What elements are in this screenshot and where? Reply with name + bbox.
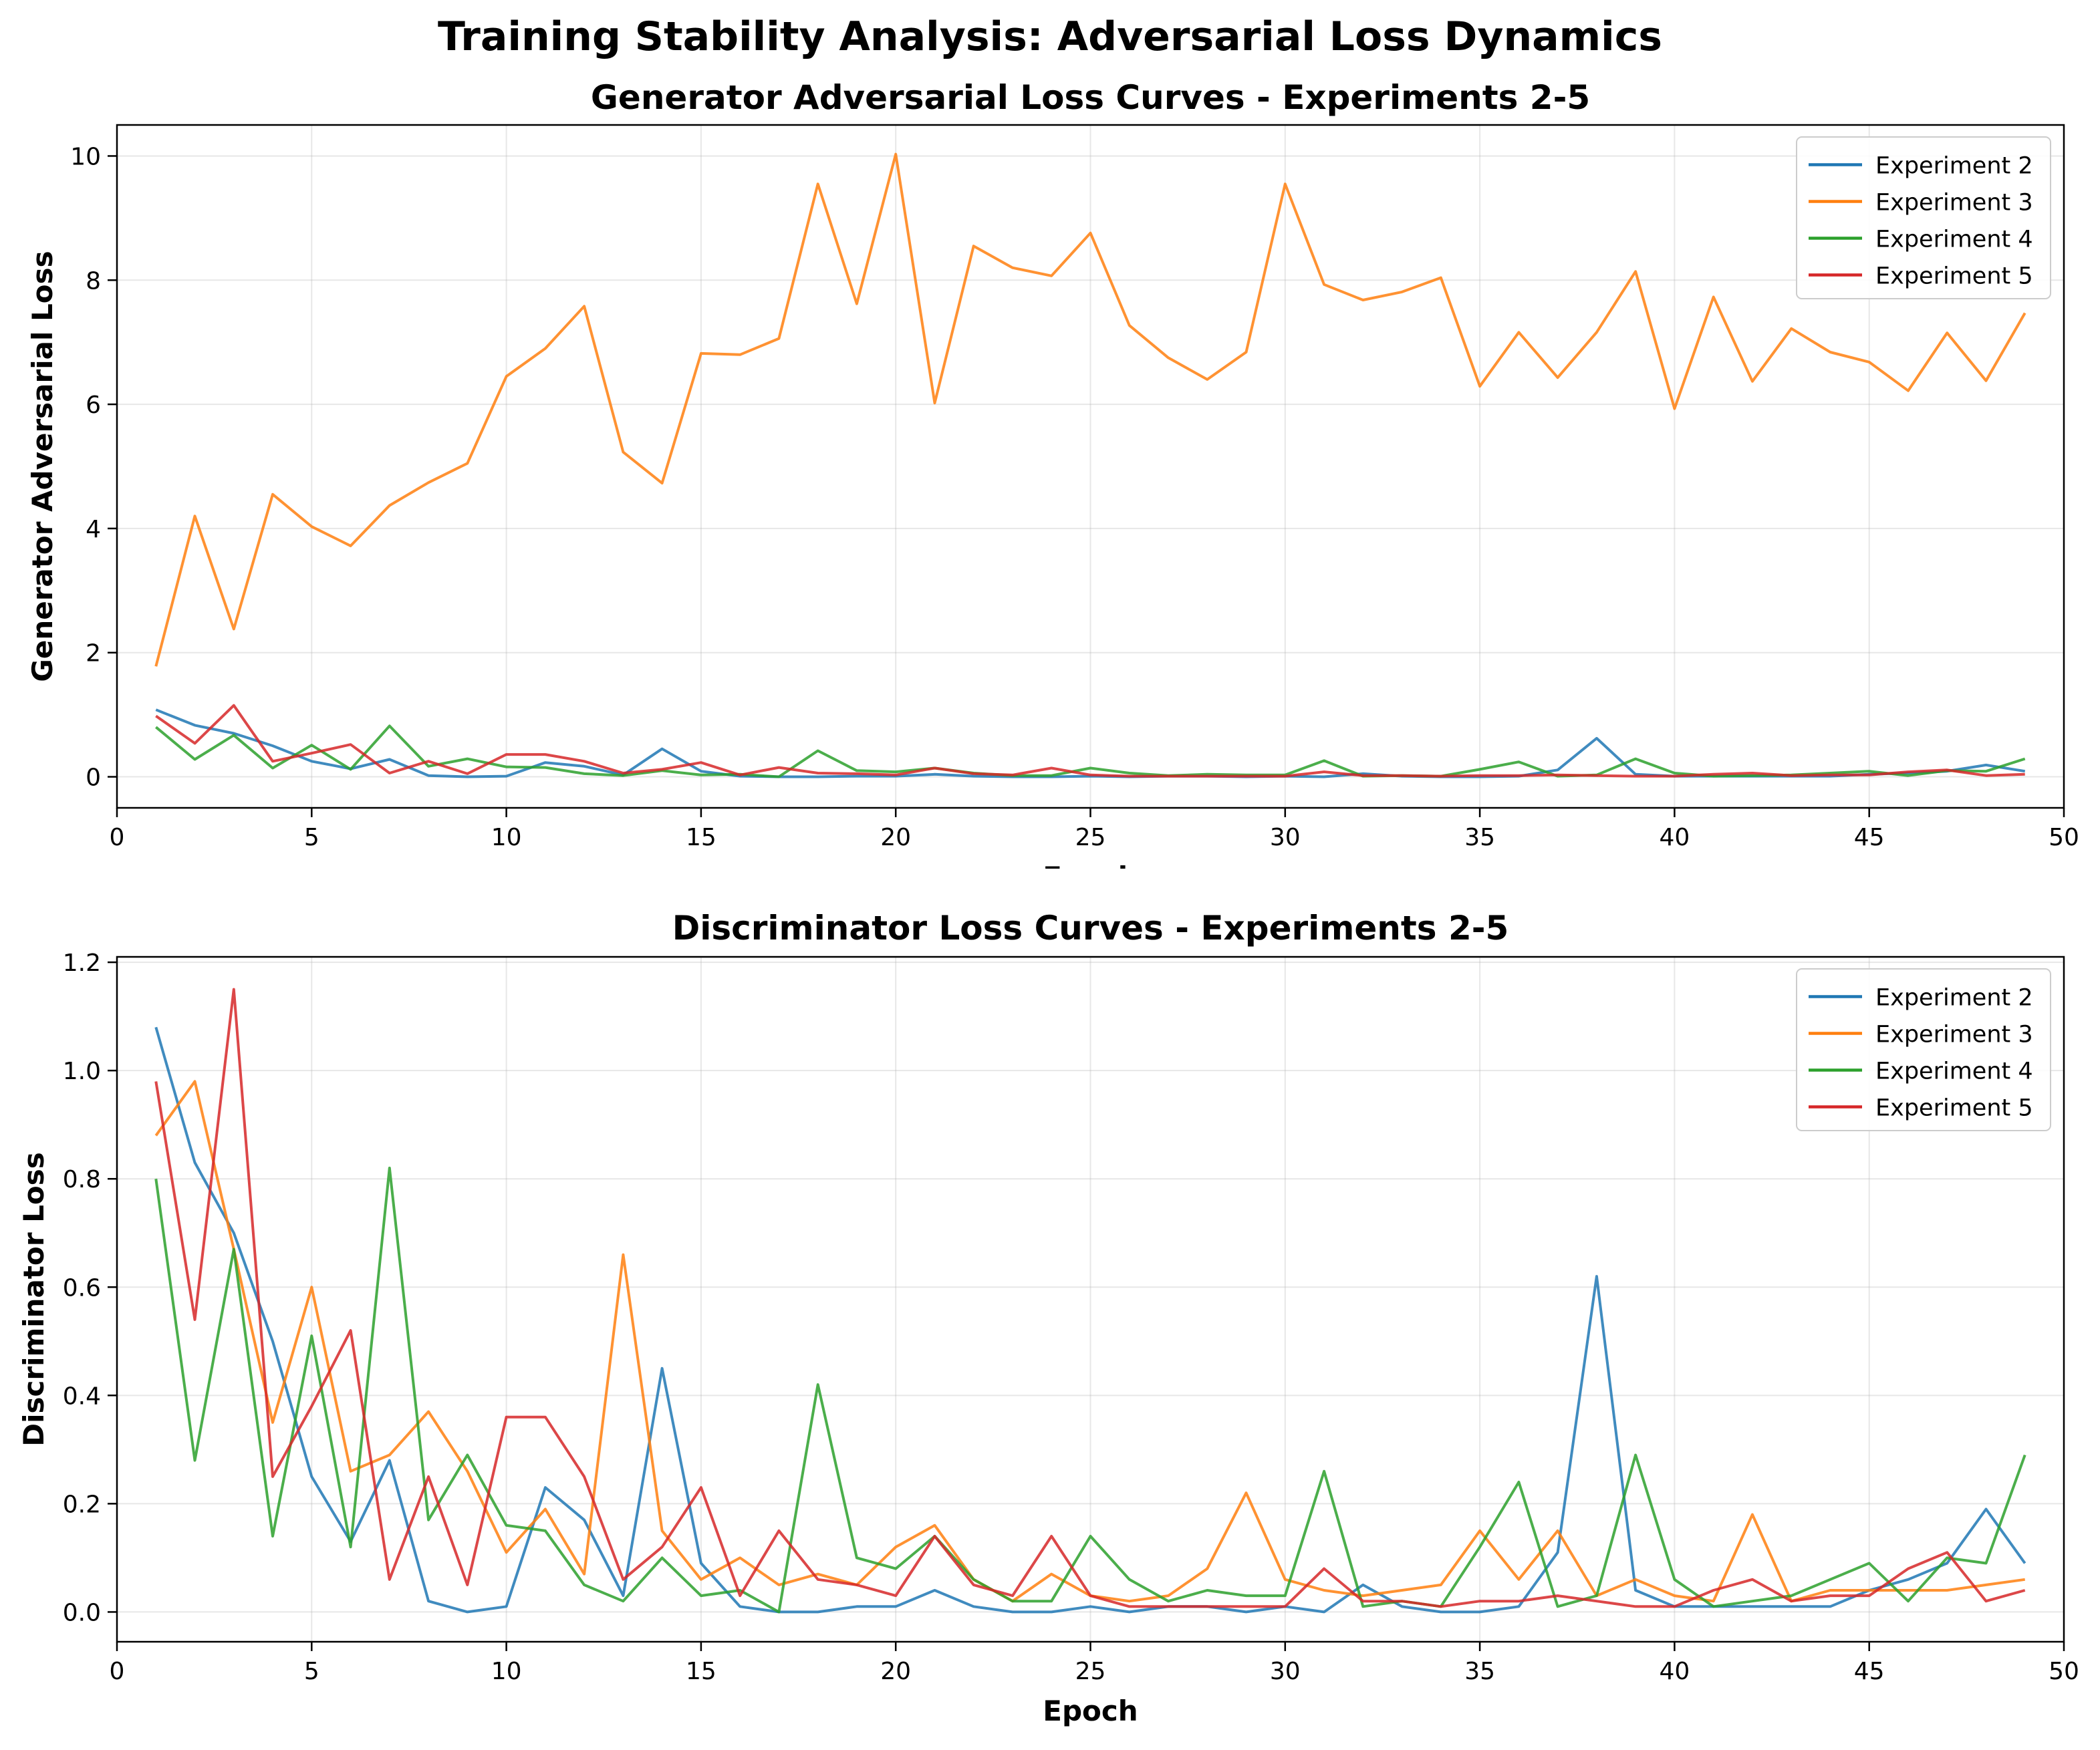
generator-x-tick-label: 0 [110, 824, 125, 851]
discriminator-plot-frame [116, 956, 2065, 1643]
discriminator-legend-label-experiment-5: Experiment 5 [1875, 1095, 2033, 1122]
discriminator-legend-label-experiment-3: Experiment 3 [1875, 1022, 2033, 1048]
discriminator-x-tick-label: 10 [491, 1658, 522, 1685]
generator-x-tick-label: 35 [1464, 824, 1495, 851]
discriminator-y-axis-label: Discriminator Loss [17, 1152, 50, 1447]
generator-y-tick-label: 0 [86, 764, 101, 792]
generator-x-tick-label: 40 [1659, 824, 1690, 851]
generator-y-tick-label: 8 [86, 267, 101, 295]
generator-series-experiment-4 [155, 724, 2026, 778]
discriminator-x-tick-label: 5 [304, 1658, 319, 1685]
generator-legend-label-experiment-2: Experiment 2 [1875, 153, 2033, 180]
generator-x-tick-label: 30 [1270, 824, 1301, 851]
generator-x-axis-label: Epoch [1043, 861, 1138, 869]
generator-legend-label-experiment-3: Experiment 3 [1875, 190, 2033, 216]
generator-x-tick-label: 15 [686, 824, 716, 851]
generator-x-tick-label: 20 [880, 824, 911, 851]
discriminator-y-tick-label: 0.4 [63, 1382, 101, 1410]
discriminator-x-axis-label: Epoch [1043, 1695, 1138, 1727]
discriminator-x-tick-label: 0 [110, 1658, 125, 1685]
generator-x-tick-label: 5 [304, 824, 319, 851]
discriminator-series-experiment-5 [154, 988, 2026, 1608]
generator-x-tick-label: 50 [2049, 824, 2079, 851]
discriminator-x-tick-label: 20 [880, 1658, 911, 1685]
discriminator-y-tick-label: 0.8 [63, 1166, 101, 1193]
generator-legend-label-experiment-5: Experiment 5 [1875, 263, 2033, 290]
generator-series-experiment-3 [154, 152, 2026, 667]
discriminator-legend-box [1796, 968, 2051, 1131]
generator-chart-title: Generator Adversarial Loss Curves - Expe… [591, 78, 1590, 117]
discriminator-legend-label-experiment-2: Experiment 2 [1875, 985, 2033, 1012]
generator-x-tick-label: 45 [1854, 824, 1885, 851]
figure-suptitle: Training Stability Analysis: Adversarial… [437, 13, 1663, 60]
discriminator-x-tick-label: 50 [2049, 1658, 2079, 1685]
discriminator-x-tick-label: 30 [1270, 1658, 1301, 1685]
generator-y-axis-label: Generator Adversarial Loss [26, 251, 59, 682]
discriminator-legend-label-experiment-4: Experiment 4 [1875, 1058, 2033, 1085]
discriminator-y-tick-label: 1.0 [63, 1058, 101, 1085]
discriminator-x-tick-label: 25 [1075, 1658, 1106, 1685]
discriminator-x-tick-label: 45 [1854, 1658, 1885, 1685]
generator-y-tick-label: 2 [86, 640, 101, 668]
generator-y-tick-label: 6 [86, 392, 101, 419]
generator-plot-frame [116, 124, 2065, 809]
generator-loss-chart: Generator Adversarial Loss Curves - Expe… [26, 78, 2079, 869]
discriminator-x-tick-label: 15 [686, 1658, 716, 1685]
discriminator-chart-title: Discriminator Loss Curves - Experiments … [672, 909, 1509, 947]
generator-legend-box [1796, 136, 2051, 299]
generator-y-tick-label: 10 [70, 143, 101, 170]
discriminator-y-tick-label: 0.0 [63, 1599, 101, 1626]
generator-legend-label-experiment-4: Experiment 4 [1875, 227, 2033, 253]
generator-x-tick-label: 25 [1075, 824, 1106, 851]
discriminator-loss-chart: Discriminator Loss Curves - Experiments … [17, 909, 2079, 1727]
discriminator-x-tick-label: 35 [1464, 1658, 1495, 1685]
discriminator-y-tick-label: 0.6 [63, 1274, 101, 1302]
generator-x-tick-label: 10 [491, 824, 522, 851]
discriminator-y-tick-label: 0.2 [63, 1491, 101, 1518]
discriminator-y-tick-label: 1.2 [63, 950, 101, 977]
generator-y-tick-label: 4 [86, 516, 101, 543]
discriminator-x-tick-label: 40 [1659, 1658, 1690, 1685]
generator-series-experiment-5 [155, 704, 2025, 778]
discriminator-series-experiment-4 [154, 1167, 2026, 1614]
